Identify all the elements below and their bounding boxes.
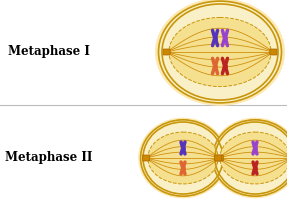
- Ellipse shape: [155, 0, 285, 106]
- Ellipse shape: [158, 1, 282, 103]
- Ellipse shape: [213, 120, 287, 196]
- FancyBboxPatch shape: [216, 155, 223, 161]
- FancyBboxPatch shape: [143, 155, 150, 161]
- Text: Metaphase II: Metaphase II: [5, 151, 92, 164]
- Ellipse shape: [210, 118, 287, 198]
- Ellipse shape: [220, 132, 287, 184]
- Ellipse shape: [138, 118, 228, 198]
- Ellipse shape: [148, 132, 218, 184]
- Ellipse shape: [169, 17, 271, 87]
- FancyBboxPatch shape: [215, 155, 222, 161]
- Ellipse shape: [141, 120, 225, 196]
- FancyBboxPatch shape: [270, 49, 277, 55]
- Text: Metaphase I: Metaphase I: [8, 46, 90, 59]
- FancyBboxPatch shape: [163, 49, 170, 55]
